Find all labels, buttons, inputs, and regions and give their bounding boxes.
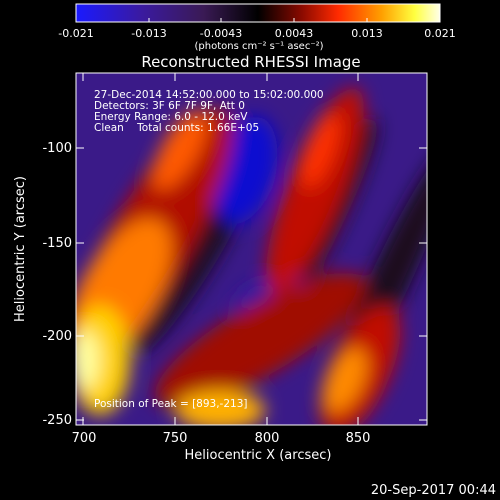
colorbar-ticks [75,18,441,22]
x-axis-ticks [82,73,359,425]
y-tick-label: -150 [42,236,72,251]
colorbar-tick-label: -0.0043 [200,27,242,40]
colorbar-tick-label: -0.013 [131,27,166,40]
colorbar-tick-label: 0.0043 [275,27,314,40]
info-line-energy: Energy Range: 6.0 - 12.0 keV [94,111,248,123]
x-tick-label: 700 [72,431,97,446]
colorbar [75,3,441,23]
peak-position-label: Position of Peak = [893,-213] [94,398,248,410]
colorbar-tick-label: 0.021 [424,27,456,40]
x-axis-label: Heliocentric X (arcsec) [185,448,332,463]
x-tick-label: 800 [255,431,280,446]
x-tick-label: 750 [163,431,188,446]
y-tick-label: -250 [42,413,72,428]
y-tick-label: -200 [42,329,72,344]
x-tick-label: 850 [346,431,371,446]
plot-frame [75,72,428,426]
plot-title: Reconstructed RHESSI Image [141,53,360,71]
footer-date: 20-Sep-2017 00:44 [371,483,496,498]
info-line-detectors: Detectors: 3F 6F 7F 9F, Att 0 [94,100,245,112]
info-line-time: 27-Dec-2014 14:52:00.000 to 15:02:00.000 [94,89,324,101]
colorbar-units: (photons cm⁻² s⁻¹ asec⁻²) [194,41,323,52]
rhessi-image [76,73,427,425]
colorbar-tick-label: 0.013 [351,27,383,40]
y-axis-label: Heliocentric Y (arcsec) [13,176,28,322]
y-tick-label: -100 [42,141,72,156]
colorbar-tick-label: -0.021 [58,27,93,40]
info-line-clean: Clean Total counts: 1.66E+05 [94,122,259,134]
